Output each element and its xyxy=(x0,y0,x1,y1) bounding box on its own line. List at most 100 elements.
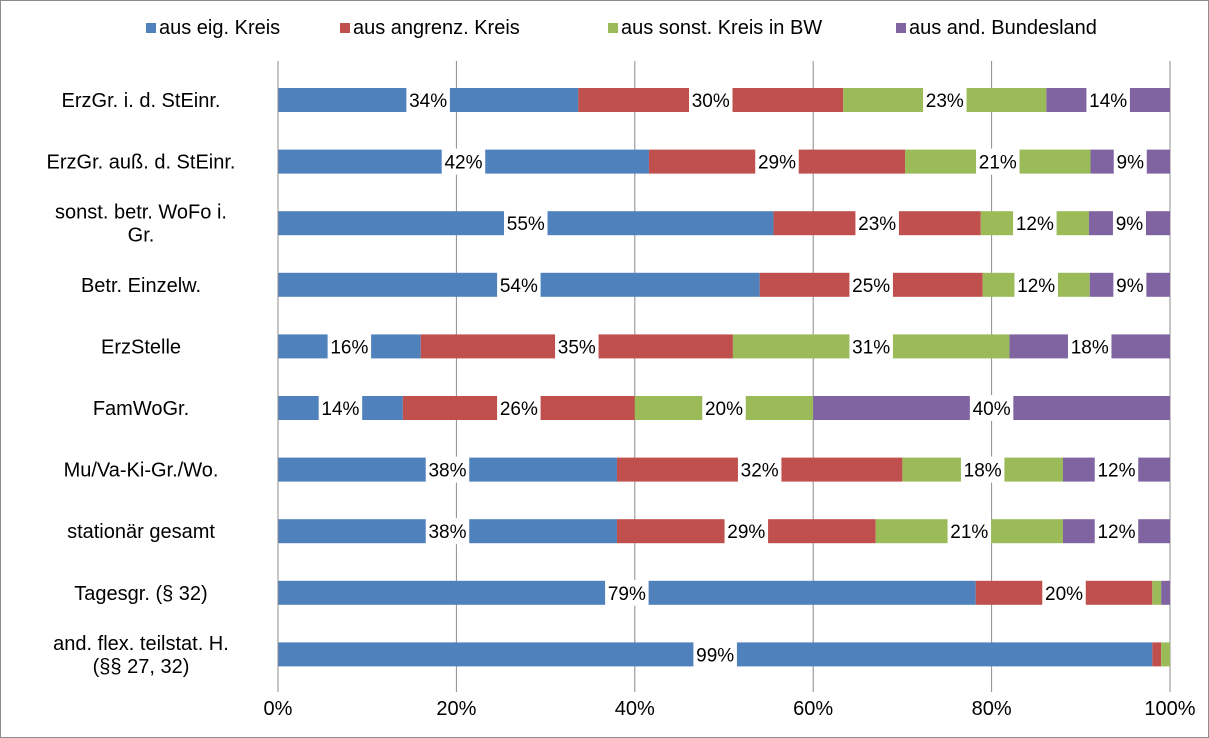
y-category-label: stationär gesamt xyxy=(67,521,215,543)
data-label: 23% xyxy=(858,214,896,235)
y-category-label-line: stationär gesamt xyxy=(67,521,215,543)
data-label-bg xyxy=(497,271,541,298)
data-label-bg xyxy=(1042,579,1086,606)
bar-segment xyxy=(1161,580,1170,605)
data-label-bg xyxy=(1094,456,1139,483)
y-category-label: and. flex. teilstat. H. (§§ 27, 32) xyxy=(53,633,229,678)
legend-swatch xyxy=(146,23,156,33)
y-category-label: ErzStelle xyxy=(101,336,181,358)
legend-label: aus angrenz. Kreis xyxy=(353,17,520,39)
data-label-bg xyxy=(1113,271,1147,298)
legend: aus eig. Kreis aus angrenz. Kreis aus sons… xyxy=(146,17,1097,39)
data-label-bg xyxy=(724,518,769,545)
data-label-bg xyxy=(406,87,450,113)
data-label: 14% xyxy=(1089,91,1127,112)
x-tick-label: 80% xyxy=(972,698,1012,720)
data-label: 35% xyxy=(558,337,596,358)
data-label: 29% xyxy=(727,522,765,543)
x-tick-label: 20% xyxy=(436,698,476,720)
data-label-bg xyxy=(327,333,372,360)
data-label-bg xyxy=(497,395,541,421)
data-label-bg xyxy=(689,87,733,113)
x-tick-label: 100% xyxy=(1144,698,1195,720)
data-label: 32% xyxy=(741,461,779,482)
data-label: 16% xyxy=(330,337,368,358)
data-label-bg xyxy=(693,641,737,668)
legend-swatch xyxy=(896,23,906,33)
data-label-bg xyxy=(737,456,782,483)
data-label-bg xyxy=(855,210,899,237)
data-label-bg xyxy=(947,518,992,545)
data-label-bg xyxy=(849,333,893,360)
y-category-label-line: sonst. betr. WoFo i. xyxy=(55,202,227,224)
bar-layer: 34% 30% 23% 14% 42% 29% 21% 9% 55% 23% 12% 9% 54% 25%… xyxy=(278,87,1170,668)
data-label: 20% xyxy=(705,399,743,420)
legend-swatch xyxy=(608,23,618,33)
y-category-label-line: ErzStelle xyxy=(101,336,181,358)
data-label: 21% xyxy=(979,153,1017,174)
data-label: 26% xyxy=(500,399,538,420)
data-label: 14% xyxy=(321,399,359,420)
data-label-bg xyxy=(504,210,548,237)
data-label-bg xyxy=(702,395,746,421)
x-tick-label: 0% xyxy=(264,698,293,720)
data-label-bg xyxy=(425,456,470,483)
data-label: 9% xyxy=(1117,153,1145,174)
y-category-label: ErzGr. auß. d. StEinr. xyxy=(47,152,236,174)
y-category-label-line: Mu/Va-Ki-Gr./Wo. xyxy=(64,460,219,482)
data-label-bg xyxy=(1013,210,1057,237)
data-label-bg xyxy=(1067,333,1112,360)
data-label: 12% xyxy=(1097,522,1135,543)
data-label: 12% xyxy=(1017,276,1055,297)
data-label: 38% xyxy=(428,461,466,482)
y-category-label-line: and. flex. teilstat. H. xyxy=(53,633,229,655)
y-category-label-line: ErzGr. auß. d. StEinr. xyxy=(47,152,236,174)
data-label: 38% xyxy=(428,522,466,543)
y-category-label-line: Betr. Einzelw. xyxy=(81,275,201,297)
data-label-bg xyxy=(1086,87,1130,113)
data-label: 23% xyxy=(926,91,964,112)
data-label-bg xyxy=(441,148,486,175)
y-category-label-line: ErzGr. i. d. StEinr. xyxy=(62,90,221,112)
data-label: 54% xyxy=(500,276,538,297)
data-label: 12% xyxy=(1016,214,1054,235)
data-label-bg xyxy=(1014,271,1058,298)
data-label: 9% xyxy=(1116,276,1144,297)
data-label: 40% xyxy=(973,399,1011,420)
data-label-bg xyxy=(976,148,1020,175)
data-label-bg xyxy=(923,87,967,113)
data-label: 25% xyxy=(852,276,890,297)
bar-segment xyxy=(1152,580,1162,605)
data-label-bg xyxy=(1112,210,1146,237)
y-category-label: ErzGr. i. d. StEinr. xyxy=(62,90,221,112)
data-label-bg xyxy=(849,271,893,298)
data-label-bg xyxy=(969,395,1014,421)
data-label-bg xyxy=(960,456,1005,483)
legend-swatch xyxy=(340,23,350,33)
data-label-bg xyxy=(1113,148,1147,175)
legend-label: aus sonst. Kreis in BW xyxy=(621,17,822,39)
y-category-label: Tagesgr. (§ 32) xyxy=(74,583,207,605)
x-tick-label: 60% xyxy=(793,698,833,720)
data-label: 34% xyxy=(409,91,447,112)
data-label: 99% xyxy=(696,645,734,666)
data-label: 18% xyxy=(964,461,1002,482)
y-category-label-line: Tagesgr. (§ 32) xyxy=(74,583,207,605)
y-category-label-line: Gr. xyxy=(128,225,155,247)
data-label: 30% xyxy=(692,91,730,112)
bar-segment xyxy=(1161,642,1170,667)
axis-layer: 0% 20% 40% 60% 80% 100% ErzGr. i. d. StEinr. Er… xyxy=(47,61,1196,720)
data-label: 29% xyxy=(758,153,796,174)
data-label-bg xyxy=(605,579,649,606)
data-label: 31% xyxy=(852,337,890,358)
data-label: 18% xyxy=(1071,337,1109,358)
data-label: 55% xyxy=(507,214,545,235)
y-category-label: FamWoGr. xyxy=(93,398,189,420)
bar-segment xyxy=(1152,642,1162,667)
y-category-label: Betr. Einzelw. xyxy=(81,275,201,297)
data-label: 20% xyxy=(1045,584,1083,605)
data-label-bg xyxy=(755,148,799,175)
data-label-bg xyxy=(555,333,599,360)
